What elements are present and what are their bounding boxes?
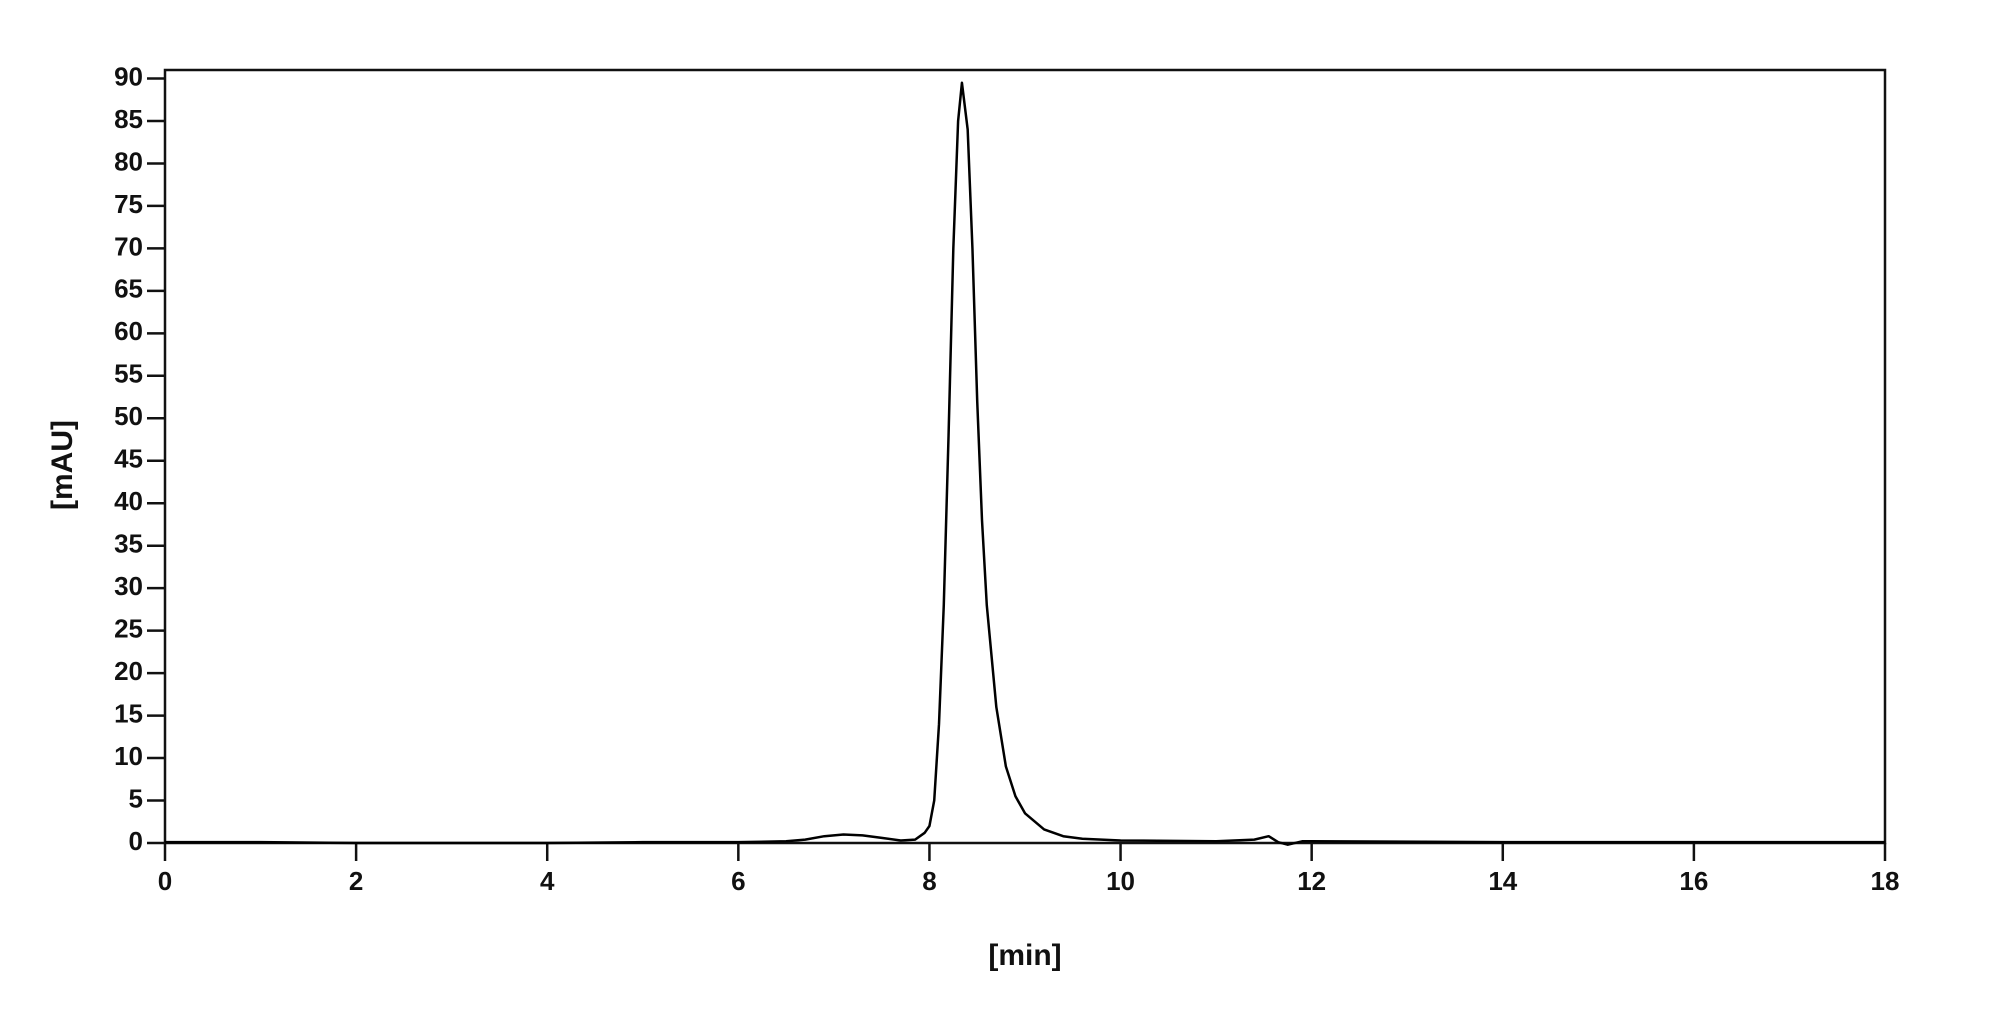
y-tick-label: 80 <box>114 146 143 176</box>
y-tick-label: 45 <box>114 444 143 474</box>
y-tick-label: 50 <box>114 401 143 431</box>
y-tick-label: 10 <box>114 741 143 771</box>
y-axis-label: [mAU] <box>46 420 79 510</box>
y-tick-label: 60 <box>114 316 143 346</box>
y-tick-label: 30 <box>114 571 143 601</box>
x-tick-label: 6 <box>731 866 745 896</box>
plot-frame <box>163 68 1887 845</box>
y-tick-label: 5 <box>129 783 143 813</box>
y-tick-label: 90 <box>114 61 143 91</box>
y-tick-label: 35 <box>114 529 143 559</box>
x-tick-label: 18 <box>1871 866 1900 896</box>
y-tick-label: 75 <box>114 189 143 219</box>
x-axis-label: [min] <box>988 939 1061 972</box>
y-tick-label: 25 <box>114 614 143 644</box>
x-tick-label: 10 <box>1106 866 1135 896</box>
x-tick-label: 4 <box>540 866 555 896</box>
x-tick-label: 12 <box>1297 866 1326 896</box>
y-tick-label: 55 <box>114 359 143 389</box>
y-tick-label: 85 <box>114 104 143 134</box>
x-tick-label: 14 <box>1488 866 1517 896</box>
y-tick-label: 65 <box>114 274 143 304</box>
x-tick-label: 16 <box>1679 866 1708 896</box>
x-tick-label: 8 <box>922 866 936 896</box>
y-tick-label: 20 <box>114 656 143 686</box>
y-tick-label: 0 <box>129 826 143 856</box>
x-tick-label: 2 <box>349 866 363 896</box>
y-tick-label: 40 <box>114 486 143 516</box>
y-tick-label: 15 <box>114 698 143 728</box>
x-tick-label: 0 <box>158 866 172 896</box>
trace-line <box>165 81 1885 846</box>
y-tick-label: 70 <box>114 231 143 261</box>
